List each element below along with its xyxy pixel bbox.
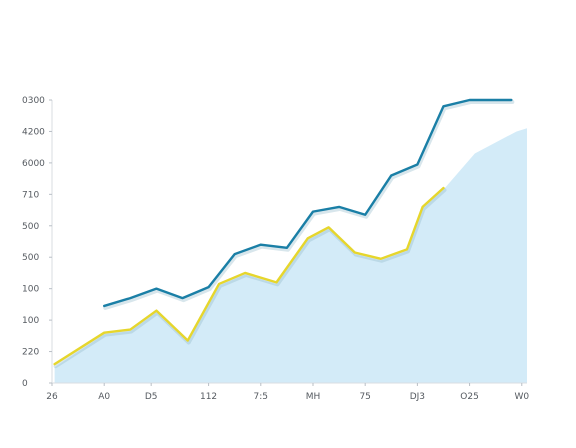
y-tick-label: 220 [22,348,39,358]
y-tick-label: 0300 [22,96,45,106]
x-tick-label: DJ3 [410,392,425,402]
series-line-yellow [53,186,445,366]
x-tick-label: D5 [145,392,158,402]
x-tick-label: A0 [98,392,110,402]
x-tick-label: MH [306,392,321,402]
series-line-blue [102,98,513,308]
y-tick-label: 500 [22,253,39,263]
area-fill [54,128,527,383]
y-tick-label: 6000 [22,159,45,169]
y-tick-label: 100 [22,316,39,326]
y-tick-label: 500 [22,222,39,232]
area-layer [54,128,527,383]
x-tick-label: O25 [460,392,479,402]
series-line-shadow [53,188,447,369]
series-line-shadow [103,100,515,310]
x-tick-label: 75 [359,392,370,402]
axes-layer [49,99,527,386]
x-tick-label: 26 [46,392,58,402]
y-tick-label: 100 [22,285,39,295]
x-tick-label: 112 [200,392,217,402]
labels-layer: 0 220 100 100 500 500 710 6000 4200 0300 26 A0 D5 112… [22,96,529,402]
x-tick-label: 7:5 [254,392,268,402]
x-tick-label: W0 [514,392,529,402]
y-tick-label: 0 [22,379,28,389]
y-tick-label: 4200 [22,127,45,137]
series-layer [53,98,515,369]
y-tick-label: 710 [22,190,39,200]
